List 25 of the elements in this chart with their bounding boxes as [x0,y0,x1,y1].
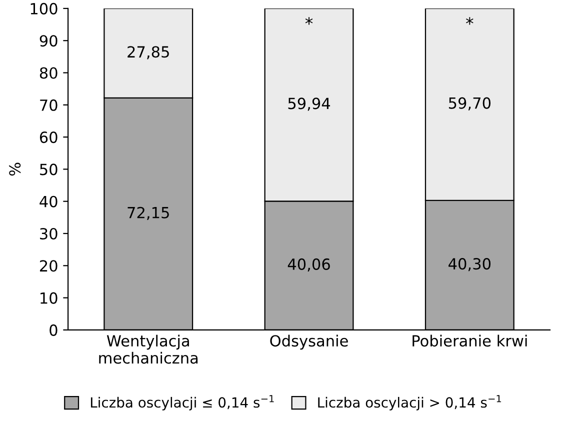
x-tick-label: Pobieranie krwi [412,334,527,347]
y-tick-label: 50 [40,164,58,176]
x-tick-label: Odsysanie [270,334,348,350]
y-tick-label: 0 [50,324,58,336]
y-tick-label: 90 [40,35,58,47]
y-tick-label: 40 [40,196,58,208]
data-label: 27,85 [128,46,169,60]
x-tick-label: Wentylacja mechaniczna [99,334,198,364]
y-tick-label: 10 [40,292,58,304]
annotation: * [466,17,474,25]
y-tick-label: 80 [40,67,58,79]
data-label: 59,70 [448,97,491,110]
y-tick-label: 60 [40,132,58,144]
y-axis-title: % [9,162,21,176]
y-tick-label: 70 [40,99,58,111]
legend-label: Liczba oscylacji ≤ 0,14 s$^{−1}$ [90,395,274,410]
annotation: * [305,17,313,25]
y-tick-label: 30 [40,228,58,240]
data-label: 72,15 [128,206,169,220]
y-tick-label: 20 [40,260,58,272]
legend-label: Liczba oscylacji > 0,14 s$^{−1}$ [318,395,502,410]
data-label: 40,06 [288,258,330,272]
data-label: 40,30 [448,258,491,272]
data-label: 59,94 [288,98,330,111]
y-tick-label: 100 [30,2,58,14]
